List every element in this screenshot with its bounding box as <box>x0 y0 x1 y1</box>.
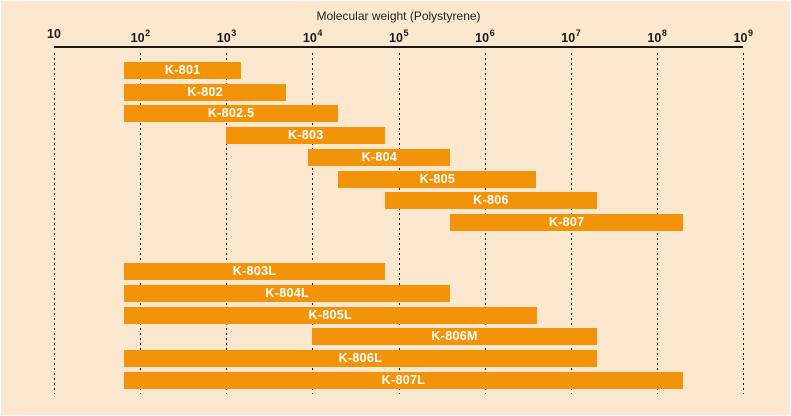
gridline <box>398 53 400 394</box>
column-range-bar: K-807 <box>450 213 683 231</box>
column-range-bar-label: K-804L <box>265 285 309 300</box>
tick-exponent: 5 <box>403 28 409 38</box>
gridline <box>226 53 228 394</box>
gridline <box>743 53 744 394</box>
tick-exponent: 4 <box>317 28 323 38</box>
column-range-bar-label: K-806 <box>473 193 509 208</box>
gridline <box>54 53 55 394</box>
column-range-bar-label: K-806L <box>338 350 383 365</box>
column-range-bar: K-802.5 <box>124 105 339 123</box>
column-range-bar: K-805L <box>124 306 537 324</box>
tick-exponent: 8 <box>661 28 667 38</box>
column-range-bar: K-807L <box>124 371 683 389</box>
column-range-bar: K-803L <box>124 263 386 281</box>
x-axis-tick-label: 10 <box>47 27 61 41</box>
x-axis-tick-label: 104 <box>302 28 323 46</box>
column-range-bar: K-806 <box>385 192 597 210</box>
column-range-bar: K-804L <box>124 284 451 302</box>
tick-exponent: 7 <box>575 28 581 38</box>
gridline <box>312 53 314 394</box>
column-range-bar-label: K-802 <box>187 84 223 99</box>
x-axis-tick-label: 103 <box>216 28 237 46</box>
column-range-bar-label: K-804 <box>361 149 398 164</box>
gridline <box>140 53 142 394</box>
tick-exponent: 2 <box>145 28 151 38</box>
column-range-bar: K-806L <box>124 349 597 367</box>
column-range-bar-label: K-807 <box>548 214 585 229</box>
column-range-bar-label: K-805L <box>308 307 352 322</box>
column-range-bar-label: K-807L <box>381 372 426 387</box>
tick-exponent: 9 <box>747 28 753 38</box>
column-range-bar-label: K-801 <box>164 63 201 77</box>
x-axis-tick-label: 108 <box>647 28 667 46</box>
tick-exponent: 6 <box>489 28 495 38</box>
x-axis-tick-label: 106 <box>475 28 495 46</box>
x-axis-tick-label: 105 <box>389 28 409 46</box>
x-axis-tick-label: 102 <box>130 28 151 46</box>
column-range-bar: K-802 <box>124 83 287 101</box>
column-range-bar-label: K-803L <box>232 264 277 279</box>
column-range-bar: K-801 <box>124 62 242 79</box>
column-range-bar-label: K-806M <box>431 329 478 344</box>
column-range-bar-label: K-805 <box>419 171 456 186</box>
column-range-bar-label: K-803 <box>287 128 324 143</box>
column-range-bar: K-805 <box>338 170 537 188</box>
x-axis-tick-label: 107 <box>561 28 581 46</box>
column-range-bar-label: K-802.5 <box>207 106 255 121</box>
chart-title: Molecular weight (Polystyrene) <box>316 9 481 23</box>
x-axis-line <box>54 46 743 48</box>
tick-exponent: 3 <box>231 28 237 38</box>
column-range-bar: K-803 <box>226 127 386 145</box>
column-range-bar: K-804 <box>308 148 451 166</box>
column-range-bar: K-806M <box>312 328 597 346</box>
x-axis-tick-label: 109 <box>733 28 753 46</box>
